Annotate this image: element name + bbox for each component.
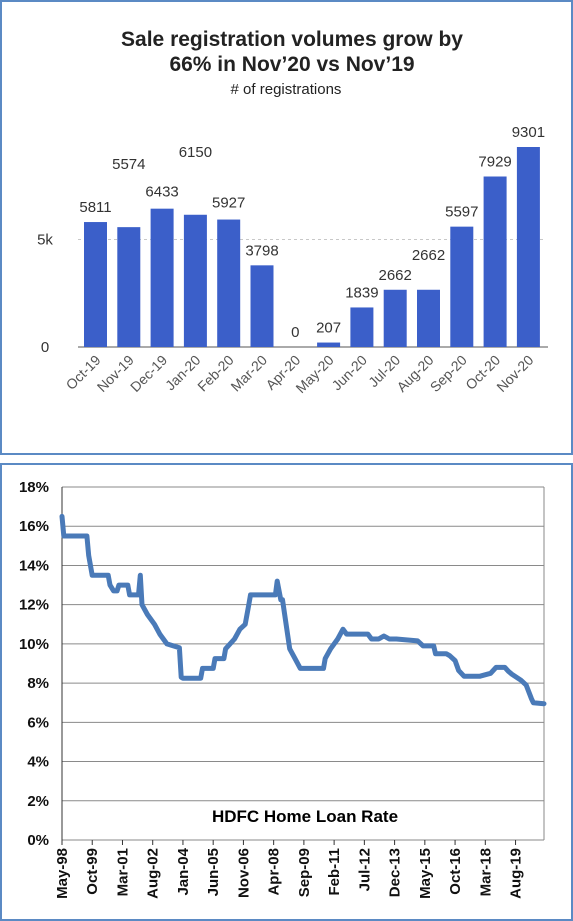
x-tick-label: Mar-01 (114, 848, 131, 896)
y-tick-label: 18% (19, 479, 49, 496)
y-tick-label: 0 (41, 339, 49, 356)
chart-title-line-2: 66% in Nov’20 vs Nov’19 (169, 53, 414, 76)
registration-bar-chart: Sale registration volumes grow by 66% in… (37, 28, 548, 396)
x-tick-label: Jul-12 (356, 848, 373, 891)
loan-rate-chart-panel (0, 463, 573, 921)
bar (217, 219, 241, 347)
data-label: 7929 (478, 154, 511, 171)
bar (516, 147, 540, 347)
y-tick-label: 16% (19, 518, 49, 535)
bar (417, 289, 440, 347)
data-label: 9301 (512, 124, 545, 141)
x-tick-label: May-15 (417, 848, 434, 899)
data-label: 5574 (112, 156, 145, 173)
y-tick-label: 14% (19, 557, 49, 574)
x-tick-label: Oct-16 (447, 848, 464, 895)
chart-subtitle: # of registrations (231, 81, 342, 98)
x-tick-label: Jun-05 (205, 848, 222, 896)
bar (350, 307, 374, 347)
x-tick-label: Sep-09 (296, 848, 313, 897)
line-group (59, 513, 547, 707)
chart-title-line-1: Sale registration volumes grow by (121, 28, 463, 51)
data-label: 5927 (212, 195, 245, 212)
y-tick-label: 10% (19, 636, 49, 653)
data-label: 3798 (245, 242, 278, 259)
gridlines-group: 0% 2% 4% 6% 8% 10% 12% 14% 16% 18% May-98 Oct-99 Mar… (19, 479, 545, 899)
data-label: 5597 (445, 204, 478, 221)
y-tick-label: 4% (27, 754, 49, 771)
chart-annotation: HDFC Home Loan Rate (212, 807, 398, 826)
x-tick-label: Dec-13 (387, 848, 404, 897)
data-label: 6150 (179, 144, 212, 161)
bar (183, 214, 207, 347)
data-label: 5811 (79, 199, 111, 216)
x-tick-label: Aug-19 (508, 848, 525, 899)
data-label: 2662 (379, 267, 412, 284)
series-line (59, 513, 547, 707)
bar (317, 342, 341, 347)
x-tick-label: Apr-08 (266, 848, 283, 896)
x-tick-label: Mar-18 (477, 848, 494, 896)
y-tick-label: 12% (19, 597, 49, 614)
x-tick-label: Oct-99 (84, 848, 101, 895)
x-tick-label: Nov-06 (235, 848, 252, 898)
bar (250, 265, 274, 347)
y-tick-label: 0% (27, 832, 49, 849)
x-tick-label: Jan-04 (175, 847, 192, 895)
y-tick-label: 5k (37, 231, 53, 248)
data-label: 1839 (345, 284, 378, 301)
bar (84, 222, 107, 347)
y-tick-label: 8% (27, 675, 49, 692)
bar (117, 227, 141, 347)
data-label: 6433 (145, 184, 178, 201)
y-tick-label: 6% (27, 714, 49, 731)
y-tick-label: 2% (27, 793, 49, 810)
bar (483, 176, 507, 347)
bar (383, 289, 407, 347)
bar (450, 226, 474, 347)
data-label: 207 (316, 320, 341, 337)
data-label: 0 (291, 324, 299, 341)
x-tick-label: May-98 (54, 848, 71, 899)
x-tick-label: Feb-11 (326, 848, 343, 896)
bar (150, 208, 174, 347)
x-tick-label: Aug-02 (145, 848, 162, 899)
data-label: 2662 (412, 247, 445, 264)
